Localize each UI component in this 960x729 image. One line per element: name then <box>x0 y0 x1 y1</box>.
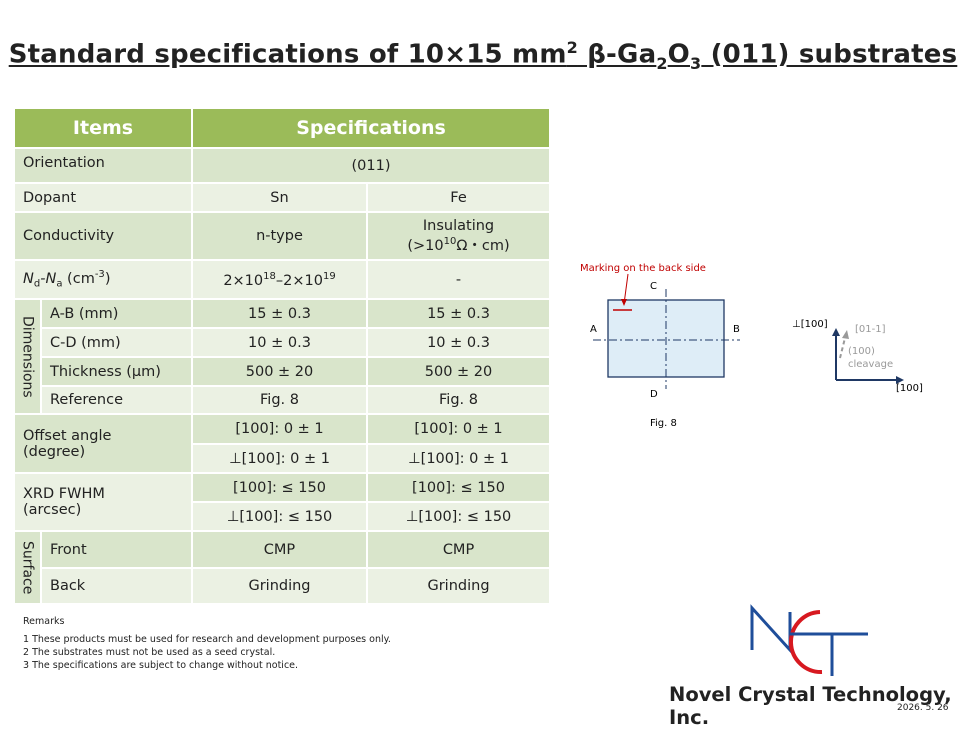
title-sub: 3 <box>689 53 702 73</box>
header: Items <box>13 107 193 149</box>
text: XRD FWHM <box>23 486 105 502</box>
arrow <box>896 376 904 384</box>
item: Conductivity <box>13 211 193 261</box>
text: Insulating <box>422 217 495 234</box>
value: ⊥[100]: ≤ 150 <box>191 501 368 532</box>
axis-label: (100) <box>848 346 875 357</box>
logo-c <box>789 610 823 675</box>
title: Standard specifications of 10×15 mm2 β-G… <box>0 38 960 73</box>
axis-label: [01-1] <box>855 324 886 335</box>
remark: 2 The substrates must not be used as a s… <box>23 647 276 658</box>
value: 10 ± 0.3 <box>191 327 368 358</box>
value: Insulating (>1010Ω・cm) <box>365 211 552 261</box>
axis-label: [100] <box>896 383 923 394</box>
value: ⊥[100]: ≤ 150 <box>365 501 552 532</box>
title-text: Standard specifications of 10×15 mm <box>8 39 567 70</box>
value: CMP <box>365 530 552 569</box>
sub: a <box>56 278 63 290</box>
value: 500 ± 20 <box>365 356 552 387</box>
text: 2×10 <box>223 272 264 289</box>
caption: Fig. 8 <box>650 418 677 429</box>
text: N <box>23 270 34 287</box>
value: Sn <box>191 182 368 213</box>
remark: 3 The specifications are subject to chan… <box>23 660 299 671</box>
logo-t <box>790 632 868 676</box>
value: 15 ± 0.3 <box>191 298 368 329</box>
value: (011) <box>190 147 552 184</box>
axis-label: ⊥[100] <box>792 319 828 330</box>
group-label: Surface <box>13 530 42 605</box>
value: Fig. 8 <box>191 385 368 415</box>
text: (>10 <box>407 237 444 254</box>
text: (cm <box>62 270 95 287</box>
sup: 18 <box>263 270 276 282</box>
value: CMP <box>191 530 368 569</box>
value: [100]: 0 ± 1 <box>365 413 552 445</box>
date: 2026. 5. 26 <box>897 703 949 713</box>
logo <box>750 604 868 676</box>
sub: d <box>33 278 41 290</box>
title-sub: 2 <box>656 53 668 73</box>
text: (arcsec) <box>23 502 82 518</box>
label: B <box>733 324 740 335</box>
value: Fig. 8 <box>365 385 552 415</box>
text: Offset angle <box>23 427 112 444</box>
label: C <box>650 281 657 292</box>
sup: 10 <box>443 235 457 247</box>
value: ⊥[100]: 0 ± 1 <box>365 443 552 474</box>
value: [100]: 0 ± 1 <box>191 413 368 445</box>
value: 15 ± 0.3 <box>365 298 552 329</box>
item: Thickness (µm) <box>40 356 193 387</box>
value: [100]: ≤ 150 <box>191 472 368 503</box>
value: Grinding <box>365 567 552 605</box>
item: Dopant <box>13 182 193 213</box>
text: ) <box>104 270 111 287</box>
spec-table: Items Specifications Orientation (011) Dop… <box>13 107 552 605</box>
value: Grinding <box>191 567 368 605</box>
text: Ω・cm) <box>456 237 510 254</box>
remarks-title: Remarks <box>23 616 65 627</box>
value: ⊥[100]: 0 ± 1 <box>191 443 368 474</box>
text: -N <box>40 270 57 287</box>
item: Reference <box>40 385 193 415</box>
value: Fe <box>365 182 552 213</box>
item: C-D (mm) <box>40 327 193 358</box>
item: Front <box>40 530 193 569</box>
label: A <box>590 324 597 335</box>
axis-label: cleavage <box>848 359 893 370</box>
text: (degree) <box>23 443 86 460</box>
item: Nd-Na (cm-3) <box>13 259 193 300</box>
title-text: (011) substrates <box>701 39 958 70</box>
arrow <box>832 328 840 336</box>
item: A-B (mm) <box>40 298 193 329</box>
value: [100]: ≤ 150 <box>365 472 552 503</box>
item: Back <box>40 567 193 605</box>
text: –2×10 <box>275 272 323 289</box>
group-label: Dimensions <box>13 298 42 415</box>
value: 2×1018–2×1019 <box>191 259 368 300</box>
header: Specifications <box>190 107 552 149</box>
value: 10 ± 0.3 <box>365 327 552 358</box>
pointer-head <box>621 299 627 306</box>
item: Offset angle (degree) <box>13 413 193 474</box>
remarks: Remarks 1 These products must be used fo… <box>23 615 391 672</box>
logo-n <box>750 604 792 654</box>
title-text: β-Ga <box>577 39 657 70</box>
label: D <box>650 389 658 400</box>
value: n-type <box>191 211 368 261</box>
item: XRD FWHM (arcsec) <box>13 472 193 532</box>
title-text: O <box>667 39 690 70</box>
title-sup: 2 <box>566 38 578 57</box>
value: - <box>365 259 552 300</box>
sup: 19 <box>322 270 336 282</box>
item: Orientation <box>13 147 193 184</box>
value: 500 ± 20 <box>191 356 368 387</box>
arrow <box>842 330 849 339</box>
marking-label: Marking on the back side <box>580 263 706 274</box>
remark: 1 These products must be used for resear… <box>23 634 391 645</box>
sup: -3 <box>94 269 105 281</box>
